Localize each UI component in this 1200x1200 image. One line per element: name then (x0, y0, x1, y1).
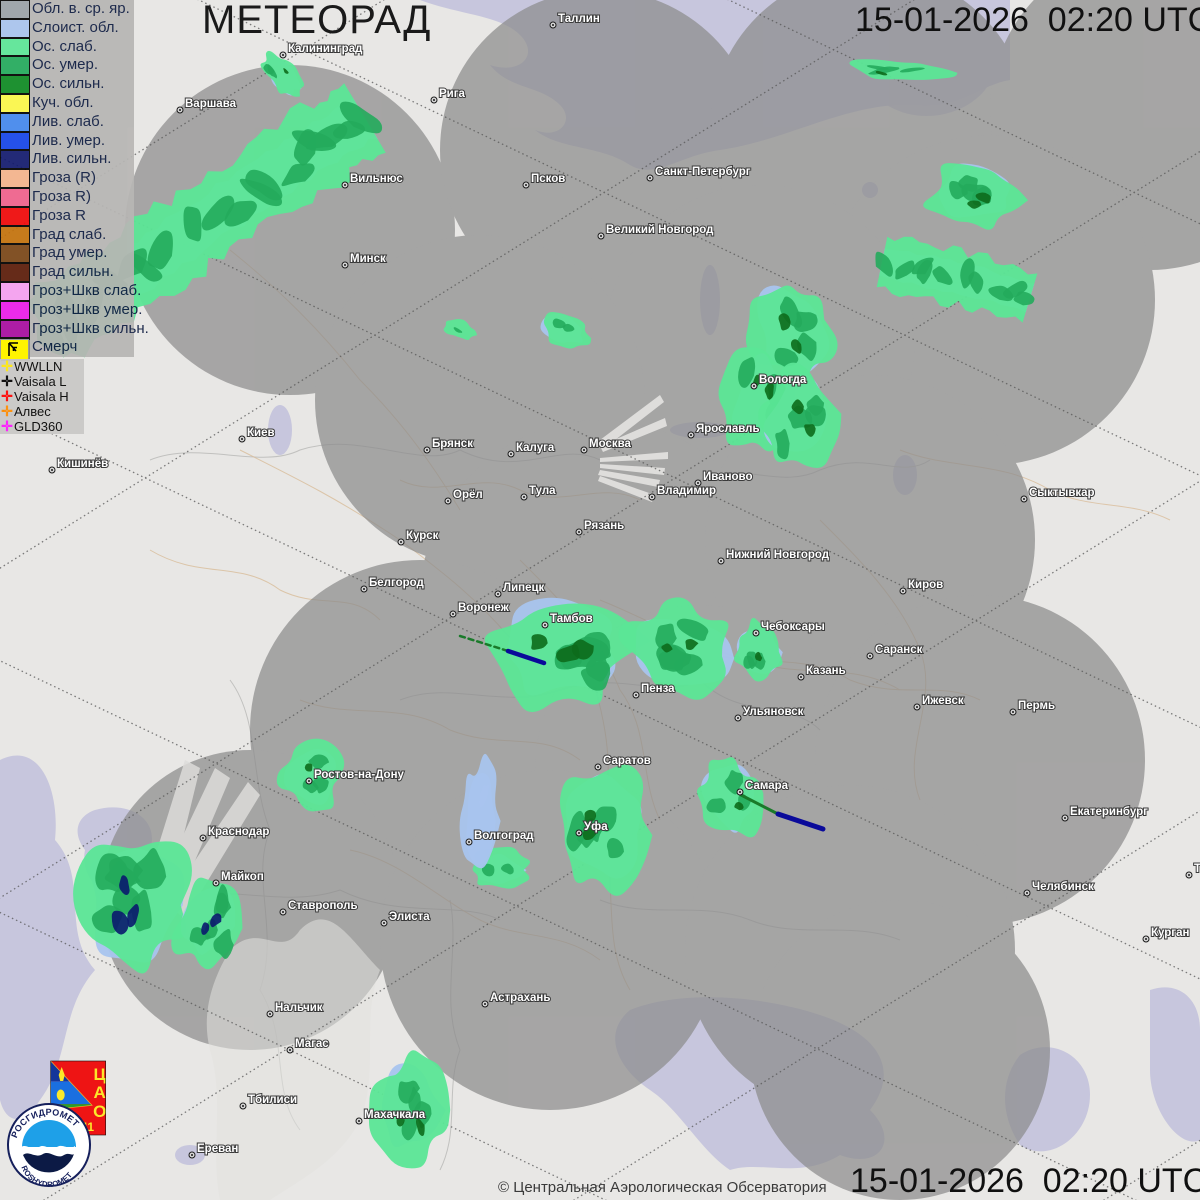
svg-text:О: О (93, 1102, 106, 1121)
svg-text:Тула: Тула (529, 485, 556, 497)
svg-text:Нальчик: Нальчик (275, 1002, 323, 1014)
svg-text:Магас: Магас (295, 1038, 329, 1050)
svg-text:Иваново: Иваново (703, 471, 753, 483)
svg-text:Сыктывкар: Сыктывкар (1029, 487, 1095, 499)
svg-text:Брянск: Брянск (432, 438, 473, 450)
svg-text:Саранск: Саранск (875, 644, 923, 656)
svg-text:Екатеринбург: Екатеринбург (1070, 806, 1148, 818)
svg-text:Киров: Киров (908, 579, 943, 591)
svg-text:Тюмень: Тюмень (1194, 863, 1200, 875)
svg-text:А: А (94, 1083, 106, 1102)
svg-text:Элиста: Элиста (389, 911, 430, 923)
svg-text:Пермь: Пермь (1018, 700, 1055, 712)
svg-text:Кишинёв: Кишинёв (57, 458, 108, 470)
svg-text:Липецк: Липецк (503, 582, 545, 594)
svg-text:Орёл: Орёл (453, 489, 483, 501)
svg-text:Саратов: Саратов (603, 755, 651, 767)
svg-text:Майкоп: Майкоп (221, 871, 264, 883)
svg-text:Псков: Псков (531, 173, 565, 185)
svg-text:Киев: Киев (247, 427, 275, 439)
svg-text:Уфа: Уфа (584, 821, 608, 833)
svg-text:Чебоксары: Чебоксары (761, 621, 825, 633)
svg-text:Рязань: Рязань (584, 520, 624, 532)
svg-text:Нижний Новгород: Нижний Новгород (726, 549, 830, 561)
svg-text:Санкт-Петербург: Санкт-Петербург (655, 166, 751, 178)
svg-text:Астрахань: Астрахань (490, 992, 550, 1004)
svg-text:Ульяновск: Ульяновск (743, 706, 804, 718)
svg-text:Ереван: Ереван (197, 1143, 238, 1155)
svg-text:Ставрополь: Ставрополь (288, 900, 358, 912)
svg-text:Самара: Самара (745, 780, 789, 792)
svg-text:Казань: Казань (806, 665, 846, 677)
svg-text:Москва: Москва (589, 438, 632, 450)
svg-text:Воронеж: Воронеж (458, 602, 510, 614)
svg-text:Ростов-на-Дону: Ростов-на-Дону (314, 769, 405, 781)
svg-text:Челябинск: Челябинск (1032, 881, 1094, 893)
svg-text:Великий Новгород: Великий Новгород (606, 224, 714, 236)
svg-text:Вильнюс: Вильнюс (350, 173, 403, 185)
svg-text:Рига: Рига (439, 88, 466, 100)
svg-text:Варшава: Варшава (185, 98, 237, 110)
svg-text:Вологда: Вологда (759, 374, 807, 386)
svg-text:Владимир: Владимир (657, 485, 716, 497)
svg-text:Ц: Ц (93, 1065, 106, 1084)
svg-text:Ижевск: Ижевск (922, 695, 964, 707)
svg-text:Ярославль: Ярославль (696, 423, 760, 435)
svg-text:Белгород: Белгород (369, 577, 425, 589)
svg-text:Махачкала: Махачкала (364, 1109, 426, 1121)
svg-text:Курган: Курган (1151, 927, 1189, 939)
svg-text:Пенза: Пенза (641, 683, 675, 695)
svg-text:Краснодар: Краснодар (208, 826, 269, 838)
svg-text:Тбилиси: Тбилиси (248, 1094, 297, 1106)
svg-text:Калуга: Калуга (516, 442, 555, 454)
svg-text:Минск: Минск (350, 253, 386, 265)
svg-text:Тамбов: Тамбов (550, 613, 593, 625)
svg-text:Таллин: Таллин (558, 13, 600, 25)
svg-text:Калининград: Калининград (288, 43, 363, 55)
svg-text:Волгоград: Волгоград (474, 830, 534, 842)
svg-text:Курск: Курск (406, 530, 439, 542)
